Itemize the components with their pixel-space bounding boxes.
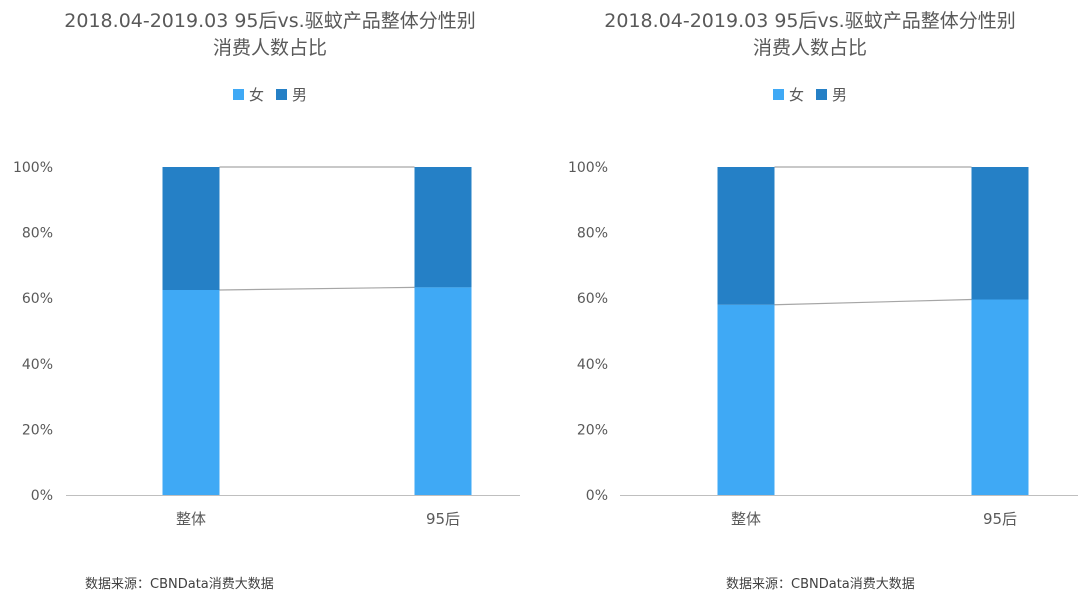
chart-title-line1: 2018.04-2019.03 95后vs.驱蚊产品整体分性别 — [604, 10, 1016, 32]
legend-label-female: 女 — [788, 86, 804, 104]
y-tick-label: 20% — [577, 422, 608, 438]
bar-segment-female — [414, 287, 472, 495]
y-tick-label: 100% — [568, 160, 608, 176]
y-tick-label: 80% — [577, 226, 608, 242]
chart-title: 2018.04-2019.03 95后vs.驱蚊产品整体分性别 消费人数占比 — [540, 8, 1080, 62]
chart-title-line2: 消费人数占比 — [752, 37, 867, 59]
chart-title-line1: 2018.04-2019.03 95后vs.驱蚊产品整体分性别 — [64, 10, 476, 32]
legend-swatch-female — [772, 89, 784, 100]
x-category-label: 整体 — [731, 510, 761, 528]
x-category-label: 95后 — [983, 510, 1017, 528]
legend-item-female: 女 — [232, 84, 264, 105]
y-tick-label: 60% — [22, 291, 53, 307]
stacked-bar-chart: 0% 20% 40% 60% 80% 100% 整体 95后 — [568, 160, 1078, 528]
bar-segment-male — [971, 167, 1029, 300]
legend-swatch-male — [276, 89, 287, 100]
legend: 女 男 — [0, 84, 540, 105]
chart-panel-right: 2018.04-2019.03 95后vs.驱蚊产品整体分性别 消费人数占比 女… — [540, 0, 1080, 596]
legend-item-male: 男 — [816, 84, 847, 105]
bar-segment-male — [414, 167, 472, 288]
bar-segment-female — [717, 304, 775, 495]
bar-segment-male — [717, 167, 775, 305]
data-source-note: 数据来源：CBNData消费大数据 — [726, 577, 915, 592]
y-tick-label: 100% — [13, 160, 53, 176]
legend-swatch-male — [816, 89, 827, 100]
chart-title-line2: 消费人数占比 — [212, 37, 327, 59]
y-tick-label: 0% — [586, 488, 608, 504]
y-tick-label: 0% — [31, 488, 53, 504]
legend: 女 男 — [540, 84, 1080, 105]
series-line-female — [774, 298, 972, 306]
chart-panel-left: 2018.04-2019.03 95后vs.驱蚊产品整体分性别 消费人数占比 女… — [0, 8, 540, 592]
legend-item-female: 女 — [772, 84, 804, 105]
legend-label-male: 男 — [832, 86, 848, 104]
legend-label-female: 女 — [248, 86, 264, 104]
legend-swatch-female — [232, 89, 244, 100]
data-source-note: 数据来源：CBNData消费大数据 — [85, 577, 274, 592]
y-tick-label: 40% — [22, 357, 53, 373]
legend-item-male: 男 — [276, 84, 307, 105]
series-line-female — [219, 286, 415, 291]
x-category-label: 整体 — [176, 510, 206, 528]
y-tick-label: 20% — [22, 422, 53, 438]
x-category-label: 95后 — [426, 510, 460, 528]
stacked-bar-chart: 0% 20% 40% 60% 80% 100% 整体 95后 — [13, 160, 520, 528]
y-tick-label: 40% — [577, 357, 608, 373]
legend-label-male: 男 — [292, 86, 308, 104]
bar-segment-female — [162, 290, 220, 495]
bar-segment-female — [971, 299, 1029, 495]
chart-title: 2018.04-2019.03 95后vs.驱蚊产品整体分性别 消费人数占比 — [0, 8, 540, 62]
bar-segment-male — [162, 167, 220, 290]
y-tick-label: 80% — [22, 226, 53, 242]
y-tick-label: 60% — [577, 291, 608, 307]
